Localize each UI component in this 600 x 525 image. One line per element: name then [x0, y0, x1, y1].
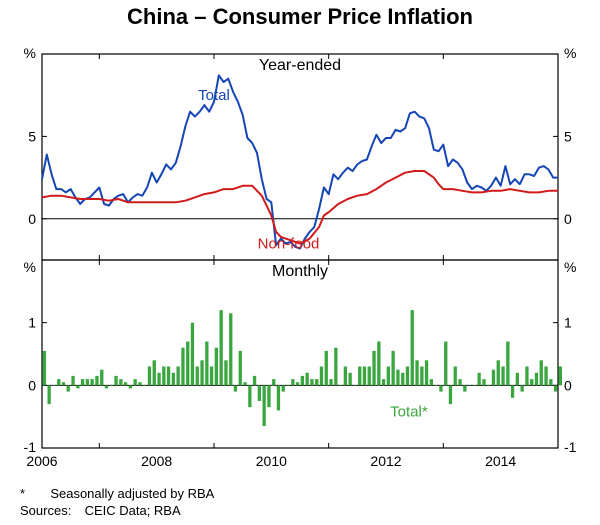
- svg-text:0: 0: [28, 211, 36, 227]
- svg-text:5: 5: [28, 128, 36, 144]
- svg-text:0: 0: [564, 211, 572, 227]
- svg-text:1: 1: [564, 315, 572, 331]
- sources: Sources: CEIC Data; RBA: [0, 501, 600, 518]
- svg-text:Monthly: Monthly: [272, 263, 328, 280]
- svg-text:0: 0: [564, 377, 572, 393]
- svg-text:Total: Total: [198, 87, 230, 104]
- chart-svg: 0055%%Year-endedTotalNon-food0011%%-1-1M…: [0, 30, 600, 480]
- svg-text:1: 1: [28, 315, 36, 331]
- svg-text:Non-food: Non-food: [258, 235, 320, 252]
- sources-text: CEIC Data; RBA: [85, 503, 181, 518]
- footnote: * Seasonally adjusted by RBA: [0, 480, 600, 501]
- svg-text:2012: 2012: [370, 453, 401, 469]
- svg-text:2010: 2010: [256, 453, 287, 469]
- svg-text:Total*: Total*: [390, 404, 428, 421]
- sources-label: Sources:: [20, 503, 71, 518]
- svg-text:0: 0: [28, 377, 36, 393]
- svg-text:%: %: [24, 45, 36, 61]
- svg-text:%: %: [24, 259, 36, 275]
- chart-title: China – Consumer Price Inflation: [0, 0, 600, 30]
- footnote-text: Seasonally adjusted by RBA: [50, 486, 214, 501]
- svg-text:-1: -1: [564, 439, 577, 455]
- svg-text:2008: 2008: [141, 453, 172, 469]
- footnote-marker: *: [20, 486, 25, 501]
- svg-text:%: %: [564, 45, 576, 61]
- svg-text:Year-ended: Year-ended: [259, 57, 341, 74]
- svg-text:2006: 2006: [26, 453, 57, 469]
- svg-text:%: %: [564, 259, 576, 275]
- svg-text:2014: 2014: [485, 453, 516, 469]
- chart-container: China – Consumer Price Inflation 0 0 5 5%% Y…: [0, 0, 600, 525]
- svg-text:5: 5: [564, 128, 572, 144]
